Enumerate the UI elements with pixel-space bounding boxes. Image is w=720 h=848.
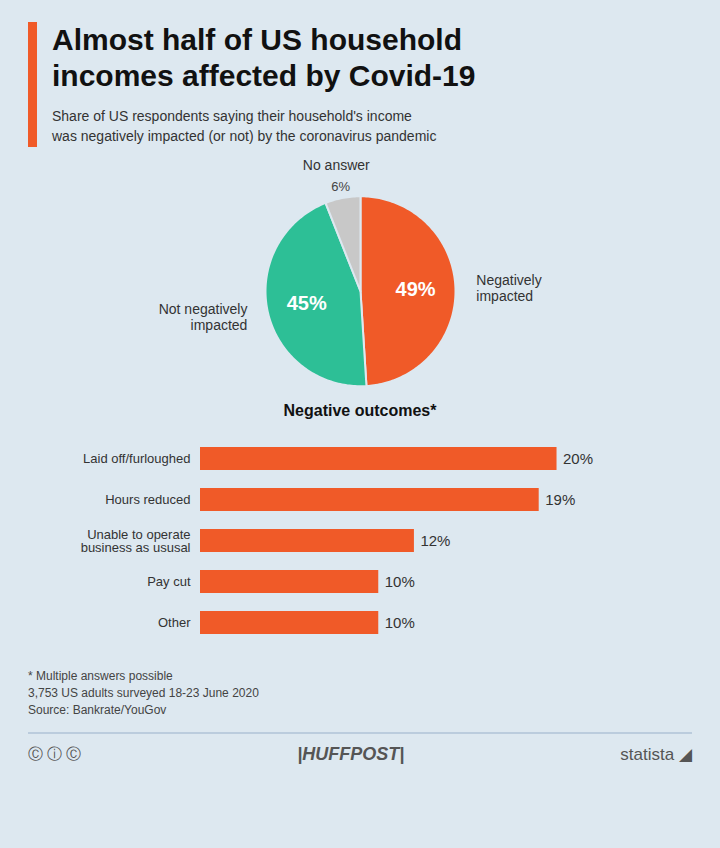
svg-text:Unable to operatebusiness as u: Unable to operatebusiness as ususal <box>81 526 191 554</box>
svg-text:Pay cut: Pay cut <box>147 574 191 589</box>
svg-text:Other: Other <box>158 615 191 630</box>
svg-text:12%: 12% <box>420 531 450 548</box>
svg-text:6%: 6% <box>331 178 350 193</box>
html-text:Negative outcomes*: Negative outcomes* <box>283 401 437 419</box>
svg-text:45%: 45% <box>287 291 327 313</box>
svg-text:20%: 20% <box>563 449 593 466</box>
html-text:Share of US respondents saying: Share of US respondents saying their hou… <box>52 108 437 145</box>
svg-text:Laid off/furloughed: Laid off/furloughed <box>83 451 190 466</box>
svg-text:Not negativelyimpacted: Not negativelyimpacted <box>159 300 248 333</box>
svg-text:Negativelyimpacted: Negativelyimpacted <box>476 271 541 304</box>
svg-text:49%: 49% <box>396 278 436 300</box>
html-text:Almost half of US household in: Almost half of US household incomes affe… <box>52 23 476 92</box>
html-text:3,753 US adults surveyed 18-23: 3,753 US adults surveyed 18-23 June 2020 <box>28 686 259 700</box>
svg-text:10%: 10% <box>385 613 415 630</box>
html-text:statista ◢: statista ◢ <box>620 744 692 764</box>
svg-text:10%: 10% <box>385 572 415 589</box>
svg-text:No answer: No answer <box>303 156 370 172</box>
svg-text:19%: 19% <box>545 490 575 507</box>
html-text:Source: Bankrate/YouGov: Source: Bankrate/YouGov <box>28 703 167 718</box>
html-text:* Multiple answers possible: * Multiple answers possible <box>28 668 173 683</box>
html-text:|HUFFPOST|: |HUFFPOST| <box>297 743 405 764</box>
svg-text:Hours reduced: Hours reduced <box>105 492 190 507</box>
